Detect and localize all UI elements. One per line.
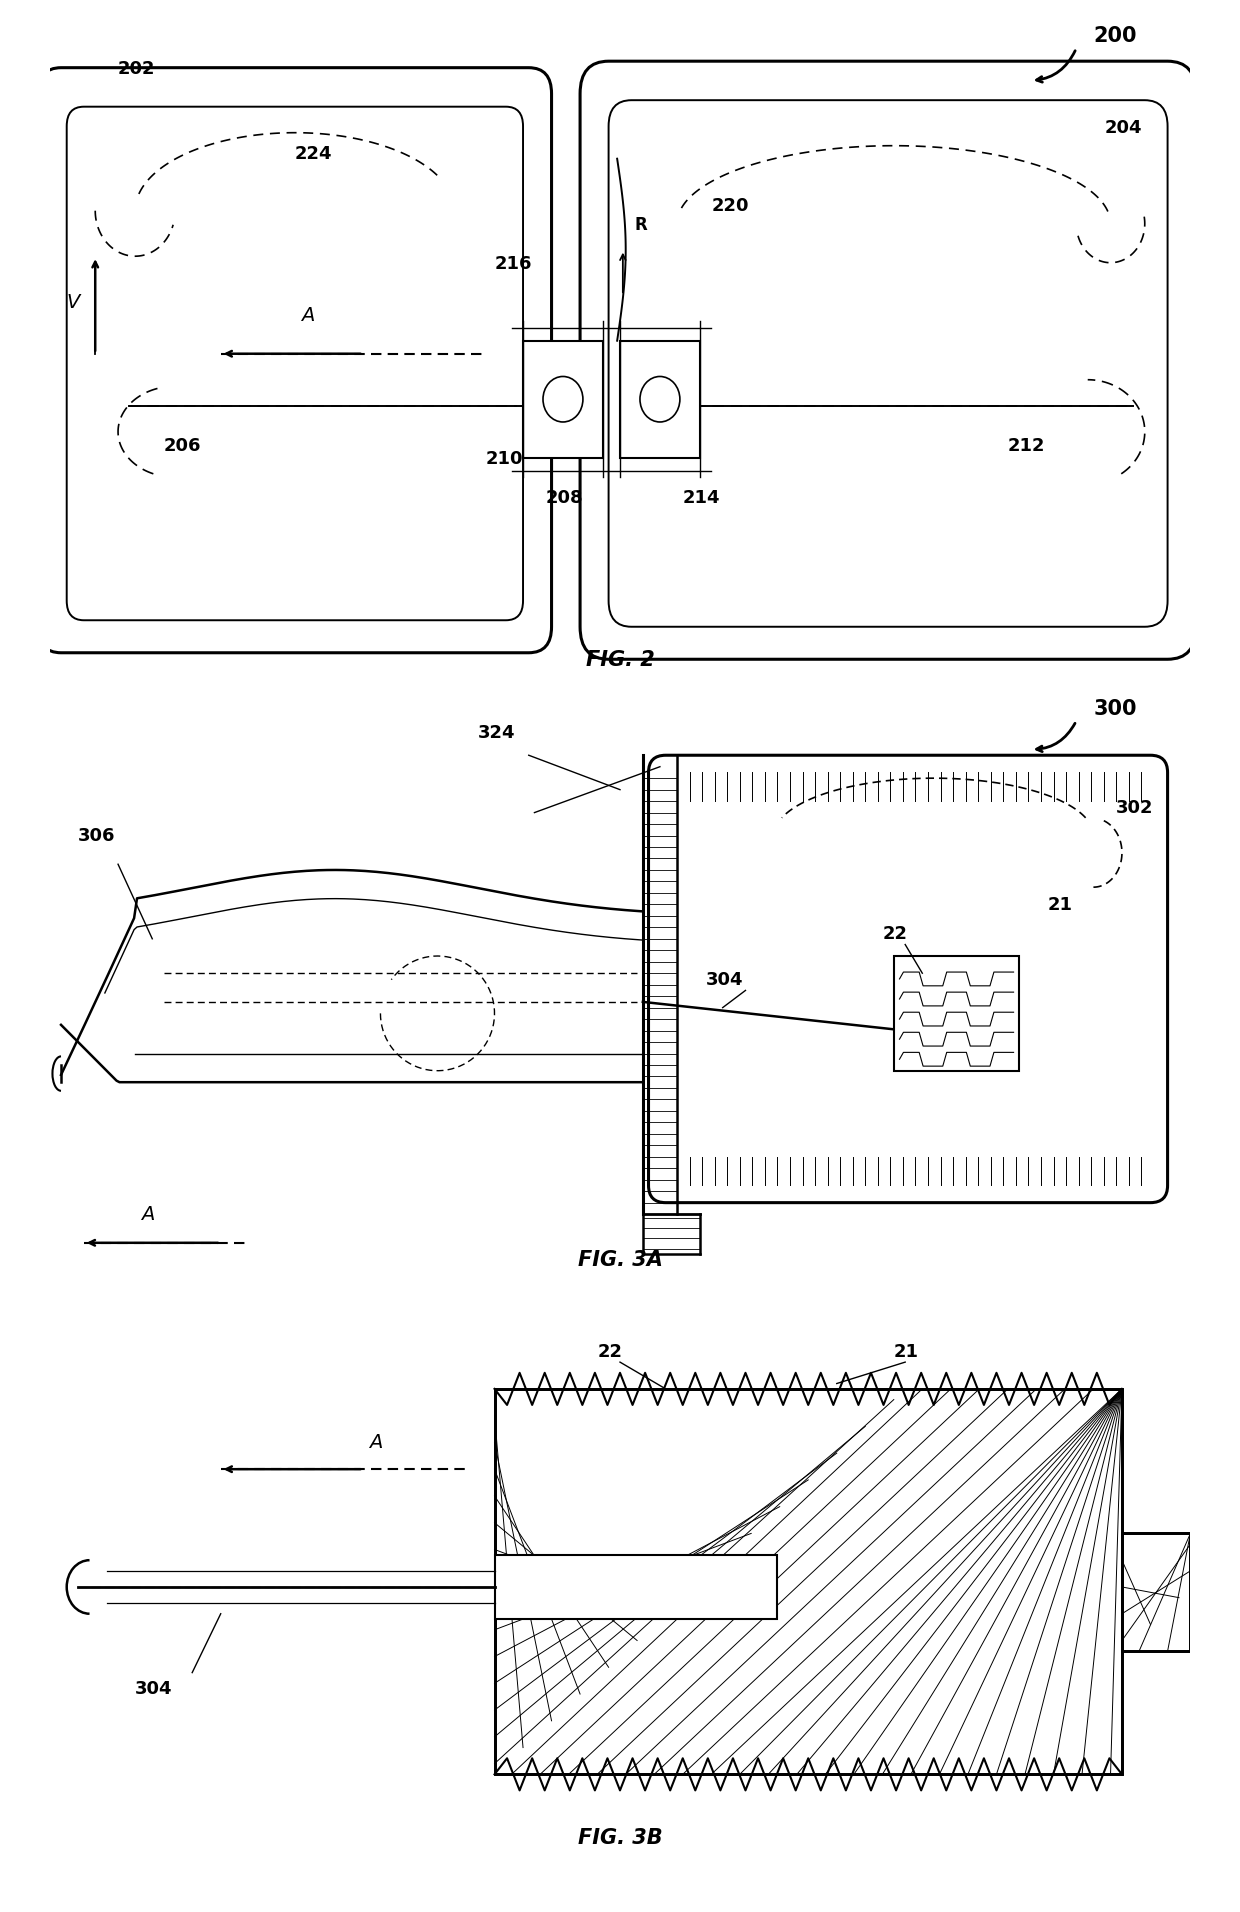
Text: A: A — [141, 1205, 154, 1224]
Text: 22: 22 — [883, 925, 908, 943]
Bar — [1122, 1533, 1190, 1652]
Text: 200: 200 — [1094, 25, 1137, 46]
Text: 306: 306 — [78, 828, 115, 845]
Bar — [894, 956, 1019, 1071]
Text: 224: 224 — [295, 145, 332, 163]
FancyBboxPatch shape — [38, 67, 552, 652]
Bar — [620, 340, 699, 457]
Circle shape — [543, 377, 583, 423]
Text: 212: 212 — [1008, 438, 1045, 455]
Text: 300: 300 — [1094, 700, 1137, 719]
Text: 216: 216 — [495, 254, 532, 273]
Text: 204: 204 — [1105, 119, 1142, 136]
Bar — [495, 1554, 776, 1619]
FancyBboxPatch shape — [580, 61, 1197, 660]
Text: FIG. 2: FIG. 2 — [585, 650, 655, 669]
Bar — [495, 1388, 1122, 1774]
Text: A: A — [300, 306, 314, 325]
Text: V: V — [67, 293, 81, 312]
Text: 324: 324 — [477, 725, 515, 742]
Text: 21: 21 — [1048, 897, 1073, 914]
Text: 22: 22 — [598, 1342, 622, 1361]
Text: A: A — [370, 1432, 382, 1451]
Text: R: R — [635, 216, 647, 233]
Bar — [495, 1388, 1122, 1774]
Text: 302: 302 — [1116, 799, 1153, 816]
Text: 214: 214 — [683, 489, 720, 507]
Text: FIG. 3A: FIG. 3A — [578, 1250, 662, 1270]
Text: 21: 21 — [894, 1342, 919, 1361]
Text: 208: 208 — [546, 489, 584, 507]
Text: 304: 304 — [706, 971, 743, 989]
Circle shape — [640, 377, 680, 423]
Bar — [523, 340, 603, 457]
Text: FIG. 3B: FIG. 3B — [578, 1828, 662, 1847]
Text: 206: 206 — [164, 438, 201, 455]
Text: 220: 220 — [712, 197, 749, 214]
Text: 202: 202 — [118, 59, 155, 78]
Text: 304: 304 — [135, 1681, 172, 1698]
Text: 210: 210 — [486, 449, 523, 468]
Bar — [1122, 1533, 1190, 1652]
FancyBboxPatch shape — [649, 755, 1168, 1203]
